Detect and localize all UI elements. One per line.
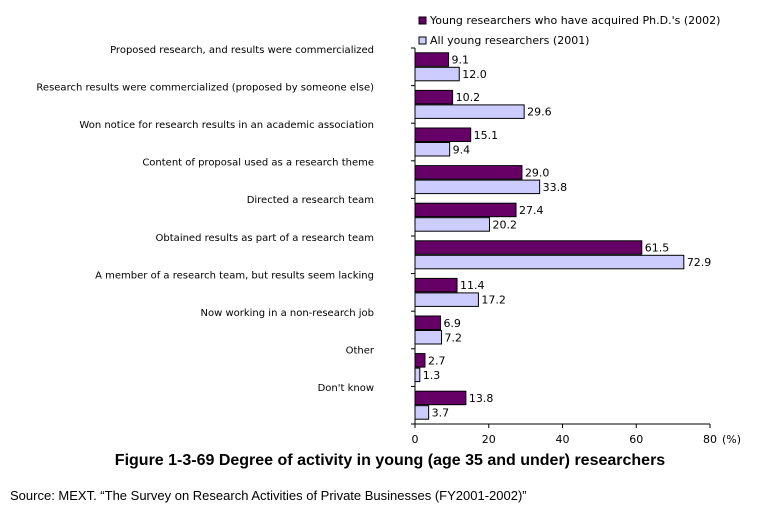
x-axis-unit: (%) [722,433,741,446]
value-label-2-1: 12.0 [462,68,487,81]
value-label-1-1: 9.1 [452,54,470,67]
category-label-9: Other [346,346,375,357]
legend-label-1: Young researchers who have acquired Ph.D… [429,14,720,27]
bar-2-7 [414,292,479,307]
value-label-1-2: 10.2 [456,91,481,104]
bar-2-6 [414,254,685,270]
bar-2-2 [414,104,525,119]
value-label-1-10: 13.8 [469,392,494,405]
bar-1-5 [414,202,517,218]
bar-1-10 [414,390,467,406]
x-tick-label-0: 0 [412,433,419,446]
bar-2-4 [414,179,541,195]
bar-2-9 [414,367,421,383]
value-label-1-6: 61.5 [645,242,670,255]
value-label-2-7: 17.2 [481,294,506,307]
value-label-2-2: 29.6 [527,106,552,119]
bar-2-1 [414,66,460,82]
x-axis: 0 20 40 60 80 (%) [411,47,741,446]
labels: 9.112.0 Proposed research, and results we… [36,45,711,420]
value-label-2-5: 20.2 [492,218,517,231]
category-label-8: Now working in a non-research job [201,308,375,319]
bar-1-3 [414,127,472,142]
value-label-2-9: 1.3 [423,369,441,382]
value-label-1-4: 29.0 [525,166,550,179]
bar-2-5 [414,217,490,232]
category-label-4: Content of proposal used as a research t… [142,158,374,169]
x-tick-label-1: 20 [482,433,496,446]
bar-1-1 [414,52,450,67]
bar-1-2 [414,89,454,105]
legend-label-2: All young researchers (2001) [430,34,589,47]
value-label-1-9: 2.7 [428,354,446,367]
category-label-3: Won notice for research results in an ac… [79,120,374,131]
x-tick-label-2: 40 [556,433,570,446]
bar-1-7 [414,277,458,293]
value-label-1-5: 27.4 [519,204,544,217]
legend: Young researchers who have acquired Ph.D… [418,14,720,47]
x-tick-label-3: 60 [629,433,643,446]
category-label-10: Don't know [318,383,374,394]
source-note: Source: MEXT. “The Survey on Research Ac… [10,488,527,503]
x-tick-label-4: 80 [703,433,717,446]
category-label-2: Research results were commercialized (pr… [36,82,374,93]
bar-2-3 [414,142,451,157]
value-label-1-3: 15.1 [474,129,499,142]
category-label-1: Proposed research, and results were comm… [110,45,374,56]
value-label-2-8: 7.2 [445,331,463,344]
bar-2-8 [414,330,443,345]
value-label-2-3: 9.4 [453,143,471,156]
bar-1-8 [414,315,441,330]
value-label-1-8: 6.9 [443,317,461,330]
legend-swatch-1 [418,16,427,25]
bar-1-4 [414,165,523,180]
category-label-6: Obtained results as part of a research t… [156,233,374,244]
category-label-7: A member of a research team, but results… [95,270,374,281]
bar-2-10 [414,405,430,420]
legend-swatch-2 [418,36,427,45]
value-label-2-4: 33.8 [543,181,568,194]
value-label-2-6: 72.9 [687,256,712,269]
bar-1-6 [414,240,643,255]
value-label-1-7: 11.4 [460,279,485,292]
bar-1-9 [414,353,426,368]
value-label-2-10: 3.7 [432,406,450,419]
chart: Young researchers who have acquired Ph.D… [36,14,741,446]
category-label-5: Directed a research team [247,195,374,206]
figure-caption: Figure 1-3-69 Degree of activity in youn… [114,452,666,469]
